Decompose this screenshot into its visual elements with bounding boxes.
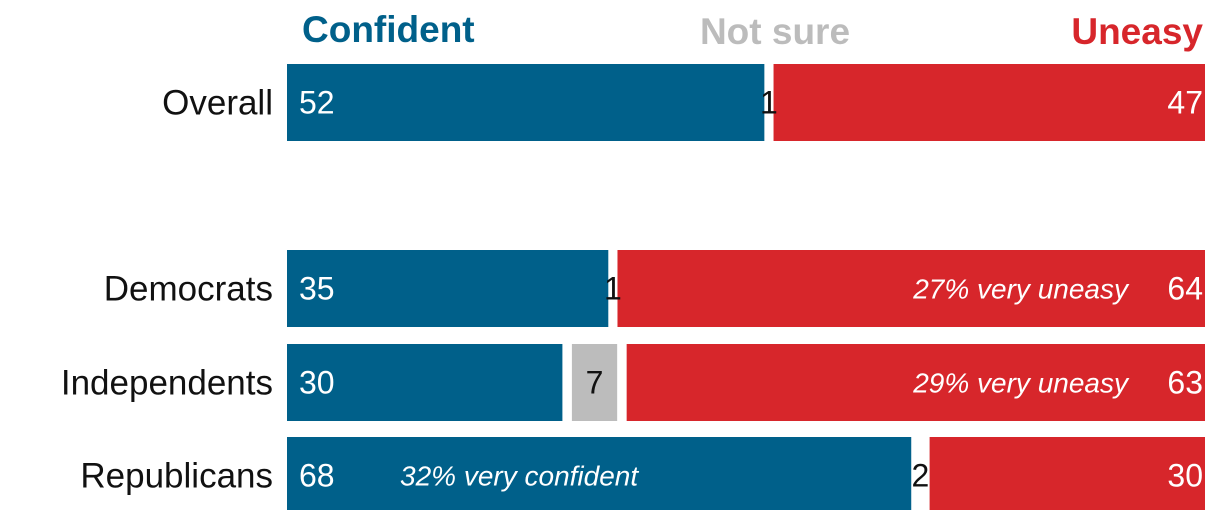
bar-confident-republicans [287, 437, 912, 510]
value-not-sure-independents: 7 [586, 365, 604, 401]
value-confident-democrats: 35 [299, 271, 335, 307]
value-not-sure-overall: 1 [760, 85, 778, 121]
legend-confident: Confident [302, 9, 475, 50]
value-confident-republicans: 68 [299, 458, 335, 494]
bar-uneasy-overall [773, 64, 1205, 141]
annotation-republicans: 32% very confident [400, 461, 639, 492]
category-label-democrats: Democrats [104, 270, 273, 309]
annotation-independents: 29% very uneasy [912, 368, 1130, 399]
bar-confident-overall [287, 64, 765, 141]
value-not-sure-democrats: 1 [604, 271, 622, 307]
bar-not-sure-independents [571, 344, 618, 421]
legend-not-sure: Not sure [700, 11, 850, 52]
value-uneasy-independents: 63 [1167, 365, 1203, 401]
bar-uneasy-republicans [929, 437, 1205, 510]
bar-uneasy-independents [626, 344, 1205, 421]
annotation-democrats: 27% very uneasy [912, 274, 1130, 305]
bars: Overall 52 47 1 Democrats 35 64 1 Independents 30… [61, 64, 1205, 510]
value-uneasy-democrats: 64 [1167, 271, 1203, 307]
legend: Confident Not sure Uneasy [302, 9, 1203, 52]
bar-confident-democrats [287, 250, 609, 327]
bar-uneasy-democrats [617, 250, 1205, 327]
category-label-independents: Independents [61, 364, 273, 403]
value-not-sure-republicans: 2 [912, 458, 930, 494]
category-label-republicans: Republicans [80, 457, 273, 496]
bar-confident-independents [287, 344, 563, 421]
legend-uneasy: Uneasy [1071, 11, 1203, 52]
value-uneasy-overall: 47 [1167, 85, 1203, 121]
value-uneasy-republicans: 30 [1167, 458, 1203, 494]
value-confident-independents: 30 [299, 365, 335, 401]
value-confident-overall: 52 [299, 85, 335, 121]
category-label-overall: Overall [162, 84, 273, 123]
